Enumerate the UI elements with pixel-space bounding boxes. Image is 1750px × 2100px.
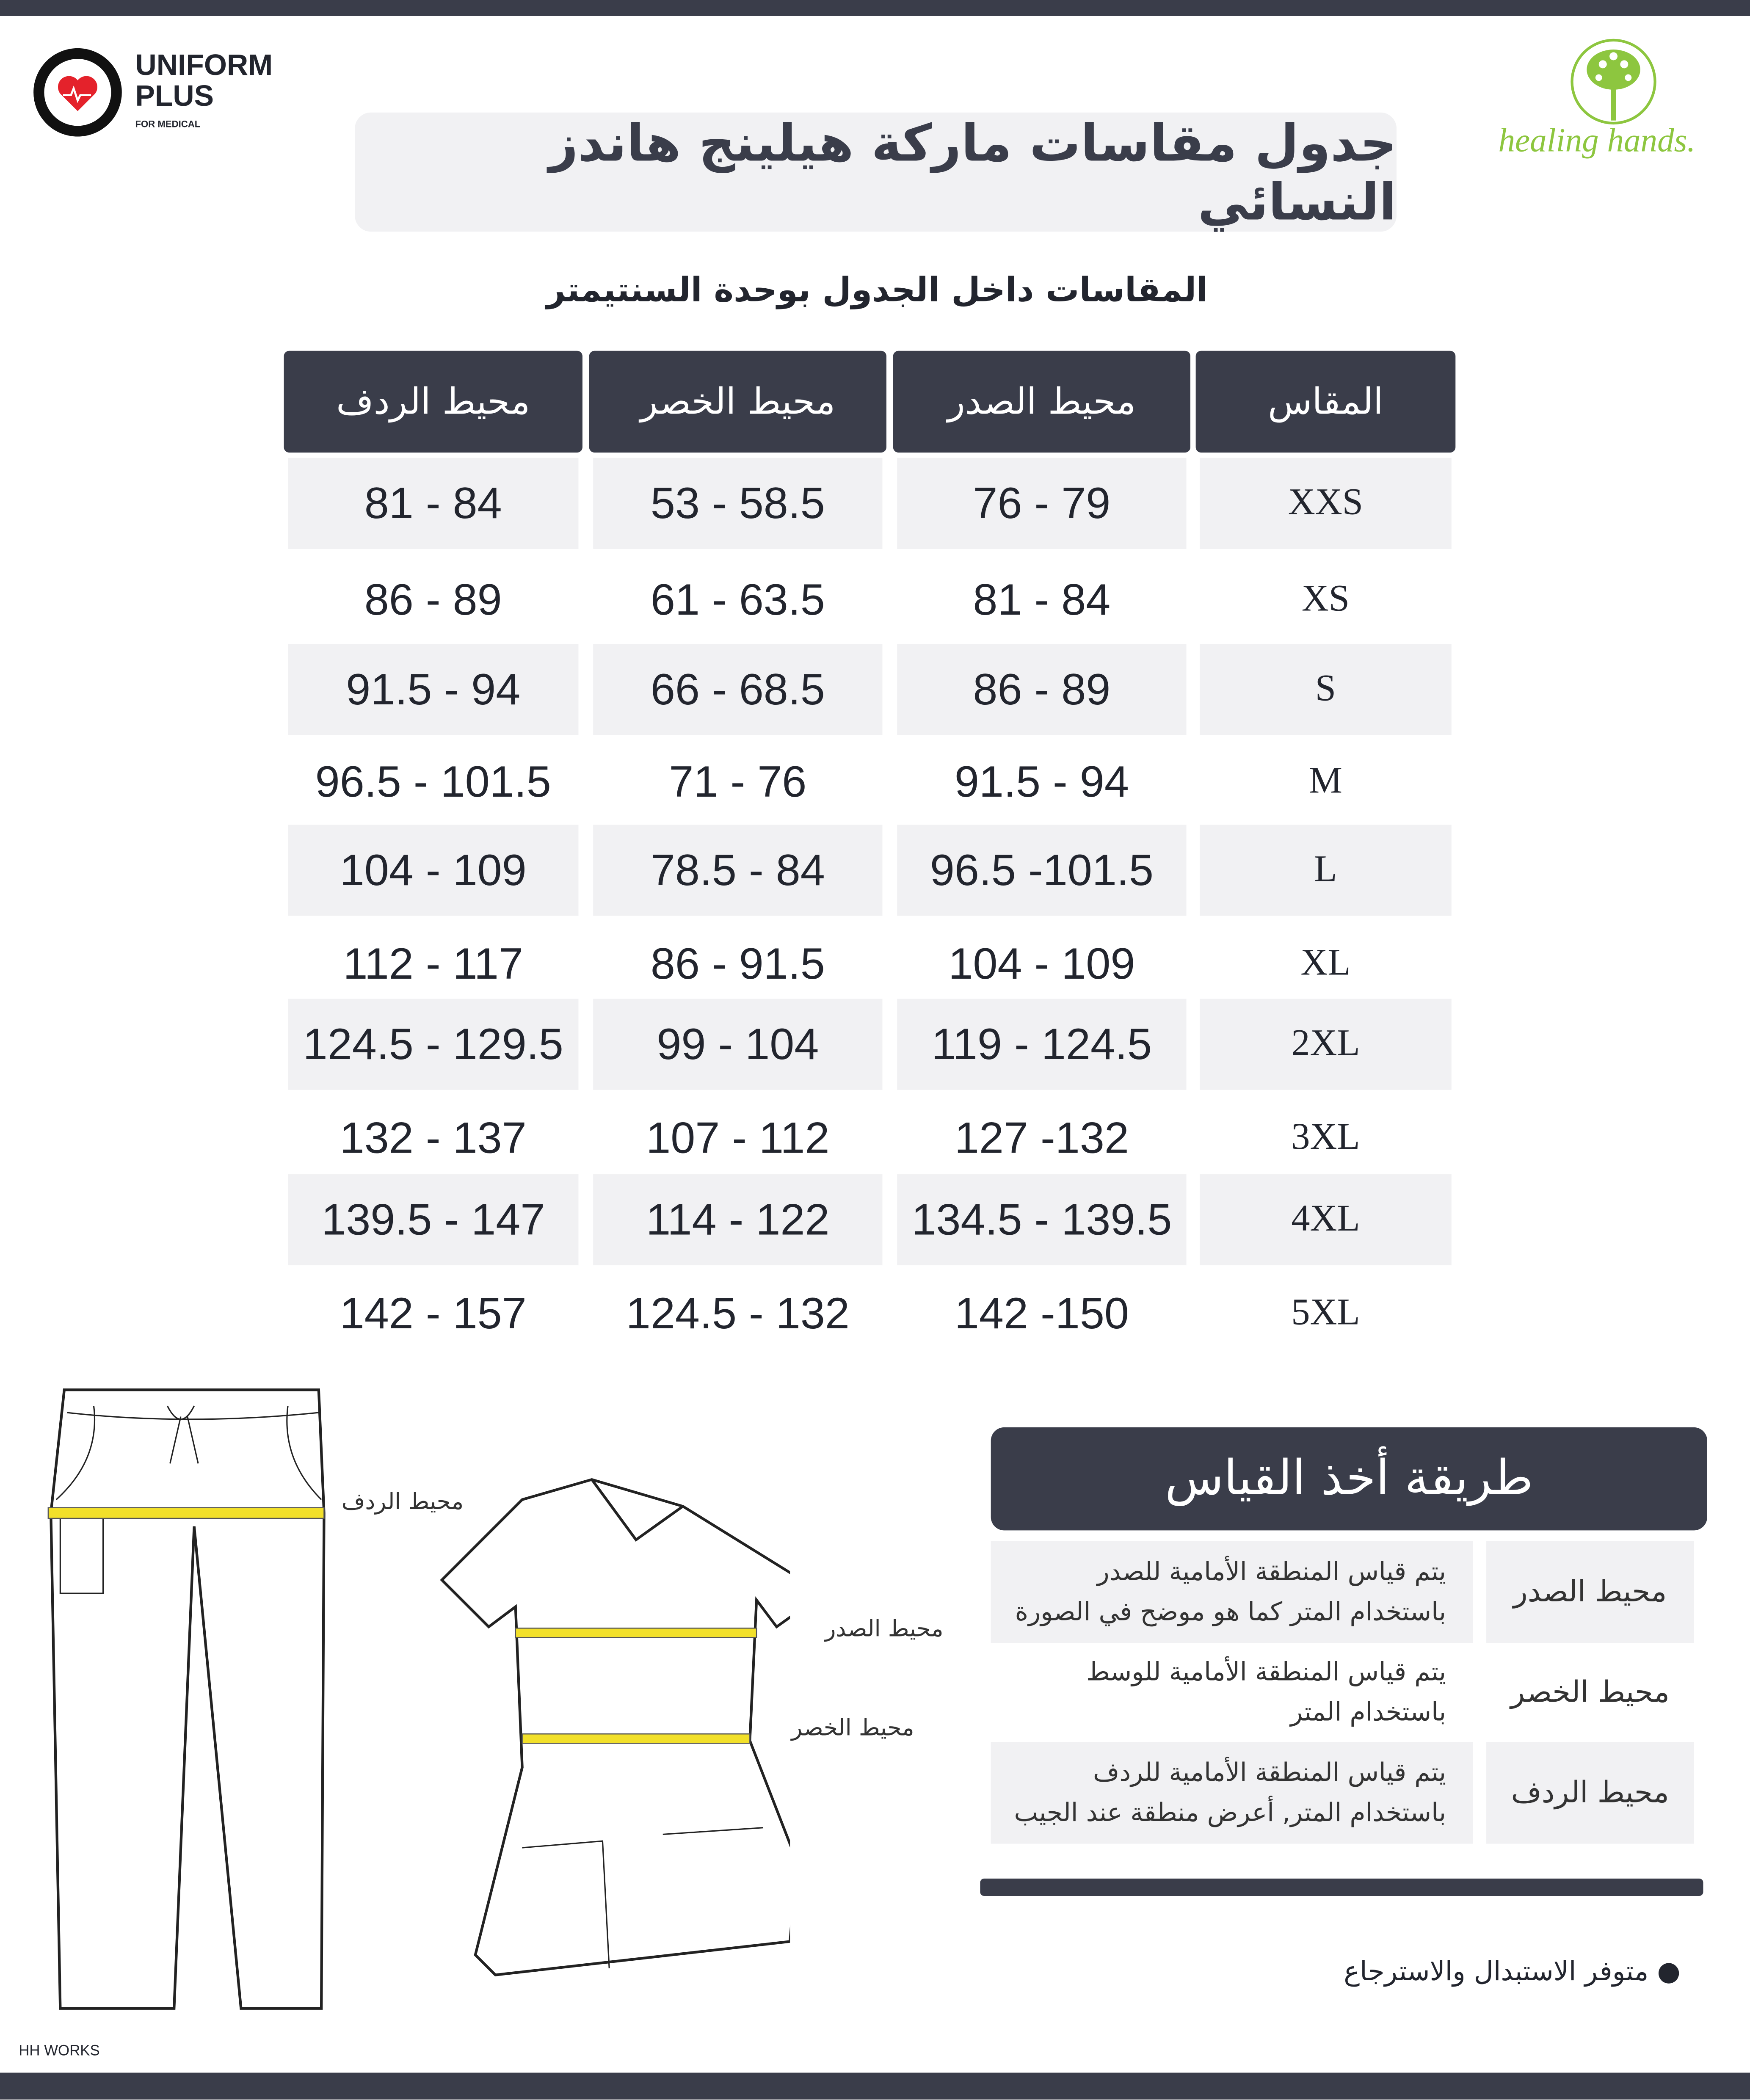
top-drawing [440,1478,790,1976]
cell-chest: 96.5 -101.5 [897,825,1187,916]
description-line: باستخدام المتر كما هو موضح في الصورة [1015,1597,1446,1627]
cell-chest: 76 - 79 [897,458,1187,549]
healing-hands-logo: healing hands. [1493,38,1734,171]
brand-tagline: FOR MEDICAL [135,120,201,130]
how-to-label: محيط الخصر [1510,1675,1670,1709]
cell-chest: 119 - 124.5 [897,999,1187,1090]
title-box: جدول مقاسات ماركة هيلينج هاندز النسائي [355,112,1397,232]
cell-size: M [1309,760,1342,802]
how-to-title: طريقة أخذ القياس [991,1427,1707,1531]
subtitle: المقاسات داخل الجدول بوحدة السنتيمتر [546,270,1208,309]
garment-illustration [47,1388,790,2010]
cell-chest: 104 - 109 [948,938,1135,988]
cell-waist: 53 - 58.5 [593,458,883,549]
cell-size: L [1200,825,1452,916]
cell-hip: 96.5 - 101.5 [315,756,551,806]
cell-size: XL [1300,942,1351,984]
how-to-description: يتم قياس المنطقة الأمامية للردف باستخدام … [991,1742,1473,1844]
column-header: المقاس [1195,350,1456,453]
cell-size: 2XL [1200,999,1452,1090]
how-to-label: محيط الردف [1486,1742,1694,1844]
bullet-icon: ● [1657,1955,1681,1987]
cell-size: 5XL [1291,1292,1360,1334]
cell-chest: 142 -150 [954,1288,1129,1338]
cell-hip: 124.5 - 129.5 [288,999,579,1090]
description-line: باستخدام المتر [1290,1697,1446,1727]
heart-logo-icon [33,48,122,137]
pants-drawing [50,1388,326,2010]
cell-waist: 99 - 104 [593,999,883,1090]
column-header: محيط الخصر [589,350,886,453]
section-divider [980,1878,1703,1896]
cell-hip: 91.5 - 94 [288,644,579,735]
cell-size: XS [1301,578,1350,620]
cell-hip: 142 - 157 [340,1288,527,1338]
cell-hip: 132 - 137 [340,1112,527,1162]
how-to-label: محيط الصدر [1486,1541,1694,1643]
top-bar [0,0,1750,16]
bottom-bar [0,2072,1750,2100]
brand-right-name: healing hands. [1498,123,1696,160]
cell-hip: 104 - 109 [288,825,579,916]
column-header: محيط الصدر [893,350,1190,453]
chest-label: محيط الصدر [825,1616,944,1643]
cell-waist: 66 - 68.5 [593,644,883,735]
cell-waist: 78.5 - 84 [593,825,883,916]
cell-waist: 114 - 122 [593,1174,883,1266]
cell-hip: 81 - 84 [288,458,579,549]
cell-chest: 127 -132 [954,1112,1129,1162]
page-title: جدول مقاسات ماركة هيلينج هاندز النسائي [549,113,1397,231]
cell-chest: 91.5 - 94 [954,756,1129,806]
description-line: يتم قياس المنطقة الأمامية للصدر [1097,1557,1446,1587]
cell-size: 4XL [1200,1174,1452,1266]
hip-label: محيط الردف [341,1489,464,1516]
hip-tape [47,1507,325,1519]
tree-logo-icon [1571,39,1656,125]
uniform-plus-logo: UNIFORM PLUS FOR MEDICAL [33,48,301,137]
cell-waist: 124.5 - 132 [626,1288,850,1338]
column-header: محيط الردف [284,350,582,453]
cell-hip: 139.5 - 147 [288,1174,579,1266]
chest-tape [515,1628,757,1638]
cell-waist: 86 - 91.5 [650,938,825,988]
cell-chest: 81 - 84 [973,574,1111,624]
note-item: ● متوفر الاستبدال والاسترجاع [1286,1955,1681,1987]
description-line: يتم قياس المنطقة الأمامية للوسط [1086,1657,1446,1687]
brand-line1: UNIFORM [135,48,273,82]
note-text: متوفر الاستبدال والاسترجاع [1344,1955,1649,1987]
cell-chest: 86 - 89 [897,644,1187,735]
cell-size: 3XL [1291,1117,1360,1159]
cell-size: S [1200,644,1452,735]
cell-waist: 71 - 76 [669,756,807,806]
cell-chest: 134.5 - 139.5 [897,1174,1187,1266]
how-to-description: يتم قياس المنطقة الأمامية للوسط باستخدام … [991,1647,1473,1738]
cell-waist: 107 - 112 [646,1112,830,1162]
how-to-description: يتم قياس المنطقة الأمامية للصدر باستخدام … [991,1541,1473,1643]
waist-tape [522,1733,751,1744]
cell-size: XXS [1200,458,1452,549]
description-line: يتم قياس المنطقة الأمامية للردف [1093,1758,1446,1788]
cell-hip: 112 - 117 [343,938,524,988]
description-line: باستخدام المتر, أعرض منطقة عند الجيب [1014,1798,1446,1828]
cell-waist: 61 - 63.5 [650,574,825,624]
footer-credit: HH WORKS [19,2043,100,2059]
cell-hip: 86 - 89 [364,574,502,624]
waist-label: محيط الخصر [791,1715,914,1742]
brand-line2: PLUS [135,79,214,113]
